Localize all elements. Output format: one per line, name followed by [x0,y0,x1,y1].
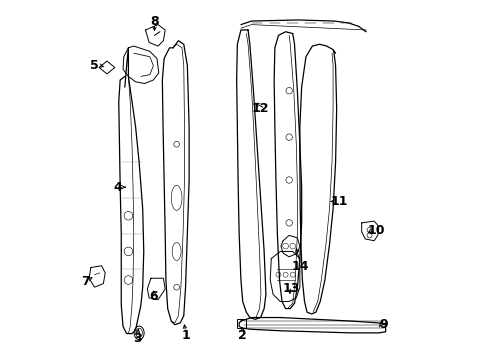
Text: 12: 12 [251,102,269,115]
Text: 3: 3 [133,333,142,346]
Text: 14: 14 [291,260,309,273]
Text: 13: 13 [282,283,299,296]
Text: 6: 6 [149,289,158,303]
Text: 7: 7 [81,275,90,288]
Text: 8: 8 [150,14,159,27]
Text: 1: 1 [181,329,189,342]
Text: 4: 4 [113,181,122,194]
Text: 2: 2 [238,329,246,342]
Text: 10: 10 [367,224,385,237]
Text: 11: 11 [330,195,347,208]
Text: 5: 5 [90,59,99,72]
Text: 9: 9 [379,318,387,331]
